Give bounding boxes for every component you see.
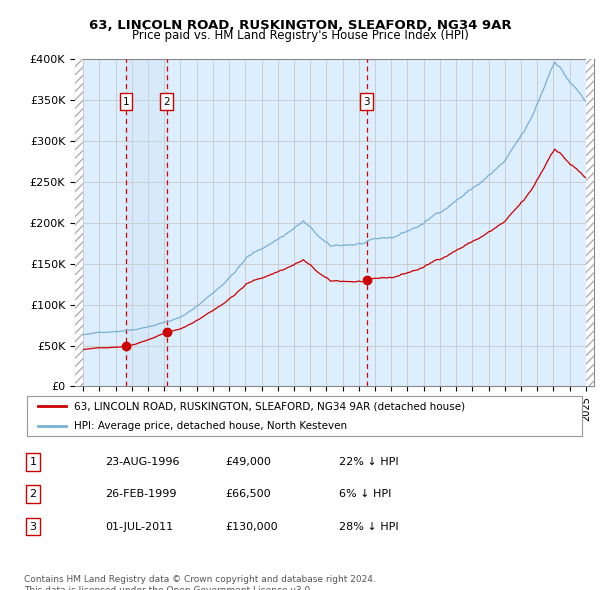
Text: 3: 3 (364, 97, 370, 107)
Text: £49,000: £49,000 (225, 457, 271, 467)
Text: 3: 3 (29, 522, 37, 532)
Text: 63, LINCOLN ROAD, RUSKINGTON, SLEAFORD, NG34 9AR (detached house): 63, LINCOLN ROAD, RUSKINGTON, SLEAFORD, … (74, 401, 466, 411)
Text: 28% ↓ HPI: 28% ↓ HPI (339, 522, 398, 532)
FancyBboxPatch shape (27, 396, 582, 436)
Text: 26-FEB-1999: 26-FEB-1999 (105, 489, 176, 499)
Text: 1: 1 (29, 457, 37, 467)
Text: Price paid vs. HM Land Registry's House Price Index (HPI): Price paid vs. HM Land Registry's House … (131, 30, 469, 42)
Text: 2: 2 (29, 489, 37, 499)
Text: 01-JUL-2011: 01-JUL-2011 (105, 522, 173, 532)
Text: Contains HM Land Registry data © Crown copyright and database right 2024.
This d: Contains HM Land Registry data © Crown c… (24, 575, 376, 590)
Bar (126, 59, 167, 386)
Text: HPI: Average price, detached house, North Kesteven: HPI: Average price, detached house, Nort… (74, 421, 347, 431)
Text: 22% ↓ HPI: 22% ↓ HPI (339, 457, 398, 467)
Text: £66,500: £66,500 (225, 489, 271, 499)
Text: 63, LINCOLN ROAD, RUSKINGTON, SLEAFORD, NG34 9AR: 63, LINCOLN ROAD, RUSKINGTON, SLEAFORD, … (89, 19, 511, 32)
Text: 6% ↓ HPI: 6% ↓ HPI (339, 489, 391, 499)
Text: 23-AUG-1996: 23-AUG-1996 (105, 457, 179, 467)
Bar (586, 59, 594, 386)
Text: £130,000: £130,000 (225, 522, 278, 532)
Bar (75, 59, 83, 386)
Text: 2: 2 (163, 97, 170, 107)
Text: 1: 1 (122, 97, 130, 107)
